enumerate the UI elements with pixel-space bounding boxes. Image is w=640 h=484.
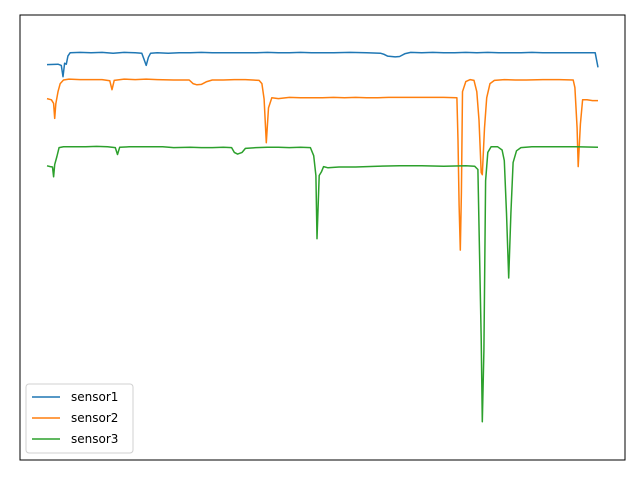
series-layer [46,51,599,423]
legend-label-sensor1: sensor1 [71,390,118,404]
legend-label-sensor3: sensor3 [71,432,118,446]
series-line-sensor1 [46,51,599,78]
series-line-sensor3 [46,145,599,423]
legend-box [25,383,134,454]
legend-label-sensor2: sensor2 [71,411,118,425]
legend: sensor1 sensor2 sensor3 [25,383,134,454]
series-line-sensor2 [46,78,598,251]
